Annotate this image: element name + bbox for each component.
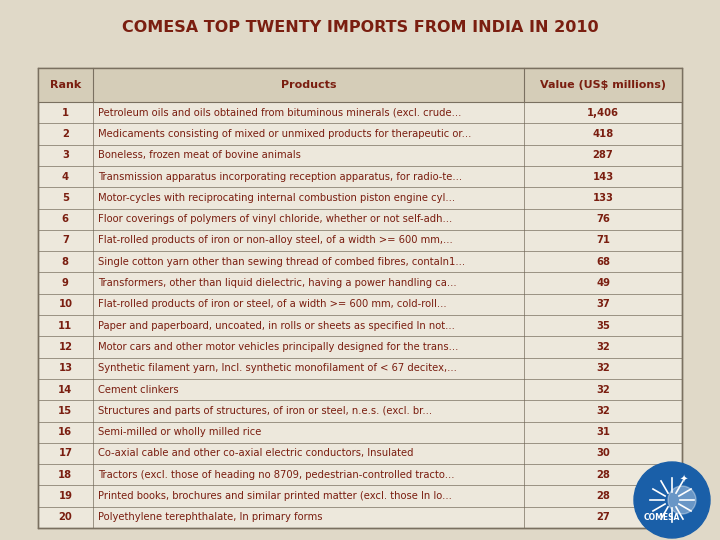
- Text: Single cotton yarn other than sewing thread of combed fibres, contaIn1...: Single cotton yarn other than sewing thr…: [98, 256, 465, 267]
- Bar: [38, 68, 682, 102]
- Text: 14: 14: [58, 384, 73, 395]
- Text: 13: 13: [58, 363, 73, 373]
- Circle shape: [668, 486, 696, 514]
- Text: COMESA TOP TWENTY IMPORTS FROM INDIA IN 2010: COMESA TOP TWENTY IMPORTS FROM INDIA IN …: [122, 21, 598, 36]
- Circle shape: [634, 462, 710, 538]
- Text: Rank: Rank: [50, 80, 81, 90]
- Text: 32: 32: [596, 406, 610, 416]
- Text: 6: 6: [62, 214, 69, 224]
- Text: 15: 15: [58, 406, 73, 416]
- Text: 5: 5: [62, 193, 69, 203]
- Text: 30: 30: [596, 448, 610, 458]
- Text: Motor-cycles with reciprocating internal combustion piston engine cyl...: Motor-cycles with reciprocating internal…: [98, 193, 455, 203]
- Text: 68: 68: [596, 256, 610, 267]
- Text: Paper and paperboard, uncoated, in rolls or sheets as specified In not...: Paper and paperboard, uncoated, in rolls…: [98, 321, 454, 330]
- Text: 8: 8: [62, 256, 69, 267]
- Text: 27: 27: [596, 512, 610, 522]
- Text: 12: 12: [58, 342, 73, 352]
- Text: 71: 71: [596, 235, 610, 246]
- Text: 3: 3: [62, 150, 69, 160]
- Text: 18: 18: [58, 470, 73, 480]
- Text: 2: 2: [62, 129, 69, 139]
- Text: 32: 32: [596, 363, 610, 373]
- Text: 7: 7: [62, 235, 69, 246]
- Text: ✦: ✦: [680, 475, 688, 485]
- Text: 28: 28: [596, 470, 610, 480]
- Text: 32: 32: [596, 384, 610, 395]
- Text: 16: 16: [58, 427, 73, 437]
- Text: Floor coverings of polymers of vinyl chloride, whether or not self-adh...: Floor coverings of polymers of vinyl chl…: [98, 214, 452, 224]
- Text: 49: 49: [596, 278, 610, 288]
- Text: 37: 37: [596, 299, 610, 309]
- Text: 11: 11: [58, 321, 73, 330]
- Text: 287: 287: [593, 150, 613, 160]
- Text: 1: 1: [62, 107, 69, 118]
- Text: 31: 31: [596, 427, 610, 437]
- Text: Boneless, frozen meat of bovine animals: Boneless, frozen meat of bovine animals: [98, 150, 301, 160]
- Text: 19: 19: [58, 491, 73, 501]
- Text: 1,406: 1,406: [587, 107, 619, 118]
- Text: 32: 32: [596, 342, 610, 352]
- Text: Flat-rolled products of iron or steel, of a width >= 600 mm, cold-roll...: Flat-rolled products of iron or steel, o…: [98, 299, 446, 309]
- Text: 133: 133: [593, 193, 613, 203]
- Text: Structures and parts of structures, of iron or steel, n.e.s. (excl. br...: Structures and parts of structures, of i…: [98, 406, 432, 416]
- Text: Flat-rolled products of iron or non-alloy steel, of a width >= 600 mm,...: Flat-rolled products of iron or non-allo…: [98, 235, 452, 246]
- Text: Printed books, brochures and similar printed matter (excl. those In lo...: Printed books, brochures and similar pri…: [98, 491, 451, 501]
- Text: Products: Products: [281, 80, 336, 90]
- Text: 418: 418: [593, 129, 613, 139]
- Text: Value (US$ millions): Value (US$ millions): [540, 80, 666, 90]
- Text: Motor cars and other motor vehicles principally designed for the trans...: Motor cars and other motor vehicles prin…: [98, 342, 458, 352]
- Text: 28: 28: [596, 491, 610, 501]
- Text: 143: 143: [593, 172, 613, 181]
- Text: Transformers, other than liquid dielectric, having a power handling ca...: Transformers, other than liquid dielectr…: [98, 278, 456, 288]
- Text: Cement clinkers: Cement clinkers: [98, 384, 179, 395]
- Text: 9: 9: [62, 278, 69, 288]
- Text: 4: 4: [62, 172, 69, 181]
- Text: 17: 17: [58, 448, 73, 458]
- Text: Transmission apparatus incorporating reception apparatus, for radio-te...: Transmission apparatus incorporating rec…: [98, 172, 462, 181]
- Text: Co-axial cable and other co-axial electric conductors, Insulated: Co-axial cable and other co-axial electr…: [98, 448, 413, 458]
- Text: Semi-milled or wholly milled rice: Semi-milled or wholly milled rice: [98, 427, 261, 437]
- Text: 20: 20: [58, 512, 72, 522]
- Text: Medicaments consisting of mixed or unmixed products for therapeutic or...: Medicaments consisting of mixed or unmix…: [98, 129, 471, 139]
- Text: 35: 35: [596, 321, 610, 330]
- Text: COMESA: COMESA: [644, 514, 680, 523]
- Text: Petroleum oils and oils obtained from bituminous minerals (excl. crude...: Petroleum oils and oils obtained from bi…: [98, 107, 461, 118]
- Text: Polyethylene terephthalate, In primary forms: Polyethylene terephthalate, In primary f…: [98, 512, 323, 522]
- Text: Tractors (excl. those of heading no 8709, pedestrian-controlled tracto...: Tractors (excl. those of heading no 8709…: [98, 470, 454, 480]
- Text: 76: 76: [596, 214, 610, 224]
- Text: 10: 10: [58, 299, 73, 309]
- Bar: [38, 68, 682, 528]
- Text: Synthetic filament yarn, Incl. synthetic monofilament of < 67 decitex,...: Synthetic filament yarn, Incl. synthetic…: [98, 363, 456, 373]
